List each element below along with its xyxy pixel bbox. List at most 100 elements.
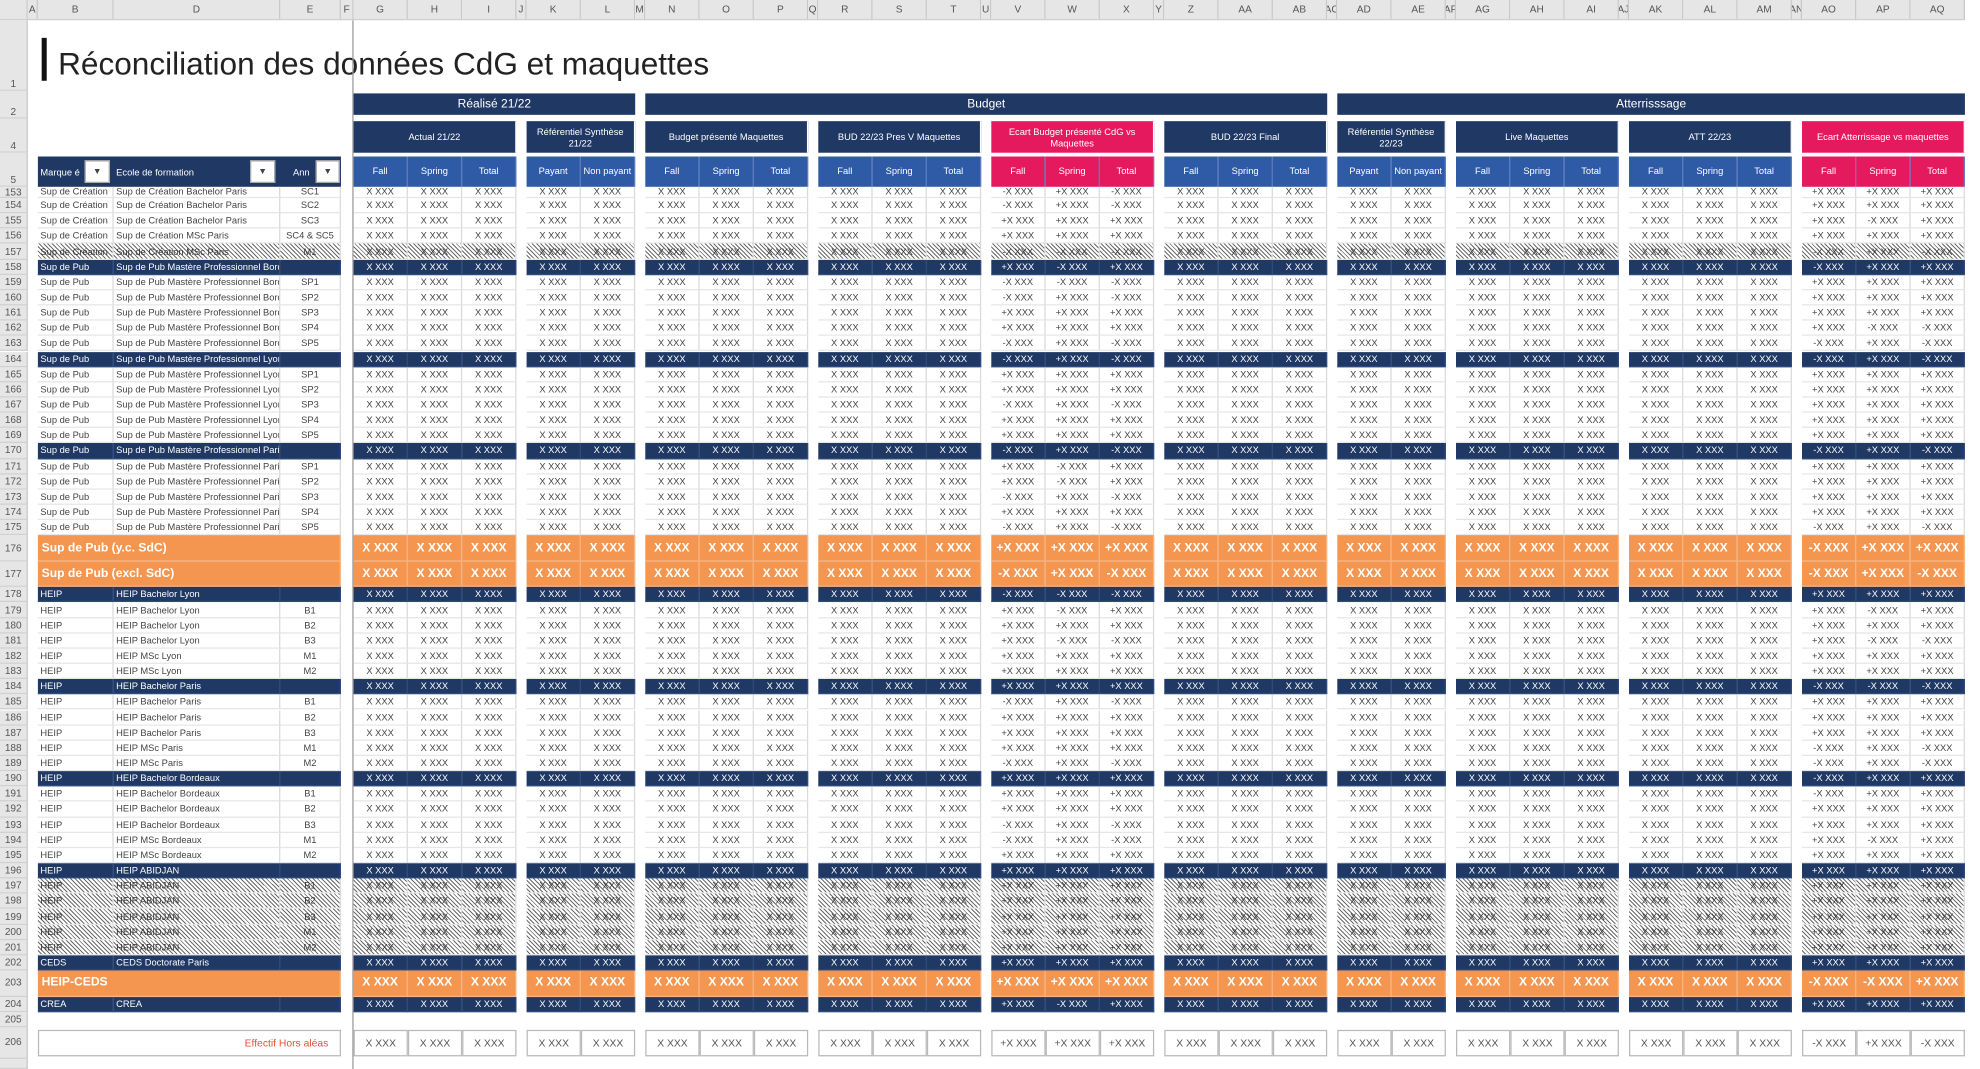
value-cell: X XXX	[462, 520, 517, 536]
filter-button[interactable]: ▼	[315, 160, 340, 184]
value-cell: X XXX	[872, 771, 927, 787]
value-cell: X XXX	[1218, 863, 1273, 879]
brand-cell: Sup de Pub	[37, 259, 114, 275]
value-cell: +X XXX	[1910, 489, 1965, 505]
value-cell: X XXX	[1218, 740, 1273, 756]
column-letter: AB	[1272, 0, 1328, 21]
value-cell: X XXX	[526, 290, 581, 306]
value-cell: X XXX	[1218, 428, 1273, 444]
value-cell: X XXX	[1272, 617, 1328, 634]
value-cell: X XXX	[699, 970, 754, 997]
value-cell: X XXX	[753, 397, 809, 413]
value-cell: X XXX	[1629, 832, 1684, 848]
value-cell: X XXX	[872, 996, 927, 1012]
filter-button[interactable]: ▼	[250, 160, 276, 184]
value-cell: X XXX	[1510, 489, 1565, 505]
value-cell: +X XXX	[1045, 443, 1100, 459]
value-cell: X XXX	[645, 602, 700, 618]
value-cell: +X XXX	[1802, 587, 1857, 603]
value-cell: X XXX	[1737, 535, 1792, 562]
row-number: 173	[0, 489, 28, 505]
column-header: Spring	[407, 156, 463, 187]
value-cell: X XXX	[926, 587, 982, 603]
value-cell: X XXX	[699, 290, 754, 306]
value-cell: X XXX	[1164, 320, 1219, 337]
value-cell: X XXX	[753, 382, 809, 398]
row-number: 175	[0, 520, 28, 536]
year-cell	[280, 587, 341, 603]
value-cell: X XXX	[1391, 709, 1446, 726]
value-cell: X XXX	[462, 305, 517, 321]
value-cell: X XXX	[1510, 458, 1565, 475]
value-cell: X XXX	[1164, 939, 1219, 956]
value-cell: X XXX	[1272, 648, 1328, 664]
brand-cell: HEIP	[37, 648, 114, 664]
value-cell: X XXX	[407, 228, 463, 245]
value-cell: +X XXX	[1802, 955, 1857, 971]
value-cell: X XXX	[1218, 382, 1273, 398]
value-cell: X XXX	[1218, 893, 1273, 910]
value-cell: X XXX	[462, 924, 517, 940]
value-cell: +X XXX	[1045, 893, 1100, 910]
value-cell: X XXX	[353, 428, 408, 444]
value-cell: X XXX	[462, 648, 517, 664]
value-cell: X XXX	[926, 648, 982, 664]
value-cell: +X XXX	[1856, 955, 1911, 971]
value-cell: X XXX	[407, 274, 463, 291]
year-cell: SP5	[280, 428, 341, 444]
value-cell: X XXX	[1391, 694, 1446, 710]
value-cell: X XXX	[1272, 847, 1328, 864]
value-cell: +X XXX	[1802, 909, 1857, 925]
value-cell: X XXX	[872, 305, 927, 321]
value-cell: X XXX	[1391, 617, 1446, 634]
value-cell: X XXX	[407, 924, 463, 940]
value-cell: X XXX	[1218, 259, 1273, 275]
value-cell: X XXX	[1737, 817, 1792, 833]
value-cell: X XXX	[1218, 648, 1273, 664]
value-cell: X XXX	[580, 679, 636, 695]
value-cell: +X XXX	[1802, 939, 1857, 956]
value-cell: +X XXX	[1045, 412, 1100, 429]
value-cell: X XXX	[1272, 771, 1328, 787]
column-header: Total	[1737, 156, 1792, 187]
value-cell: X XXX	[1456, 893, 1511, 910]
value-cell: X XXX	[1272, 740, 1328, 756]
value-cell: X XXX	[1737, 228, 1792, 245]
value-cell: +X XXX	[1099, 996, 1155, 1012]
value-cell: +X XXX	[1910, 186, 1965, 199]
value-cell: X XXX	[645, 535, 700, 562]
value-cell: X XXX	[462, 443, 517, 459]
value-cell: X XXX	[1629, 274, 1684, 291]
value-cell: +X XXX	[1802, 474, 1857, 490]
column-header: Total	[1099, 156, 1155, 187]
value-cell: X XXX	[407, 755, 463, 772]
value-cell: X XXX	[818, 755, 873, 772]
value-cell: X XXX	[1164, 290, 1219, 306]
value-cell: X XXX	[1337, 709, 1392, 726]
value-cell: X XXX	[1164, 878, 1219, 894]
value-cell: +X XXX	[1045, 198, 1100, 214]
value-cell: X XXX	[699, 412, 754, 429]
value-cell: X XXX	[353, 305, 408, 321]
row-number: 167	[0, 397, 28, 413]
brand-cell: Sup de Pub	[37, 504, 114, 521]
value-cell: X XXX	[1629, 847, 1684, 864]
value-cell: X XXX	[407, 520, 463, 536]
filter-button[interactable]: ▼	[84, 160, 110, 184]
value-cell: -X XXX	[1802, 740, 1857, 756]
value-cell: X XXX	[699, 213, 754, 229]
value-cell: X XXX	[1164, 970, 1219, 997]
value-cell: X XXX	[753, 663, 809, 680]
column-header: Spring	[1218, 156, 1273, 187]
value-cell: X XXX	[872, 617, 927, 634]
brand-cell: Sup de Pub	[37, 520, 114, 536]
value-cell: X XXX	[1456, 366, 1511, 383]
row-number: 162	[0, 320, 28, 337]
value-cell: X XXX	[1629, 602, 1684, 618]
brand-cell: Sup de Pub	[37, 412, 114, 429]
year-cell: B1	[280, 694, 341, 710]
value-cell: X XXX	[462, 633, 517, 649]
value-cell: X XXX	[462, 679, 517, 695]
value-cell: X XXX	[645, 694, 700, 710]
value-cell: X XXX	[1272, 320, 1328, 337]
